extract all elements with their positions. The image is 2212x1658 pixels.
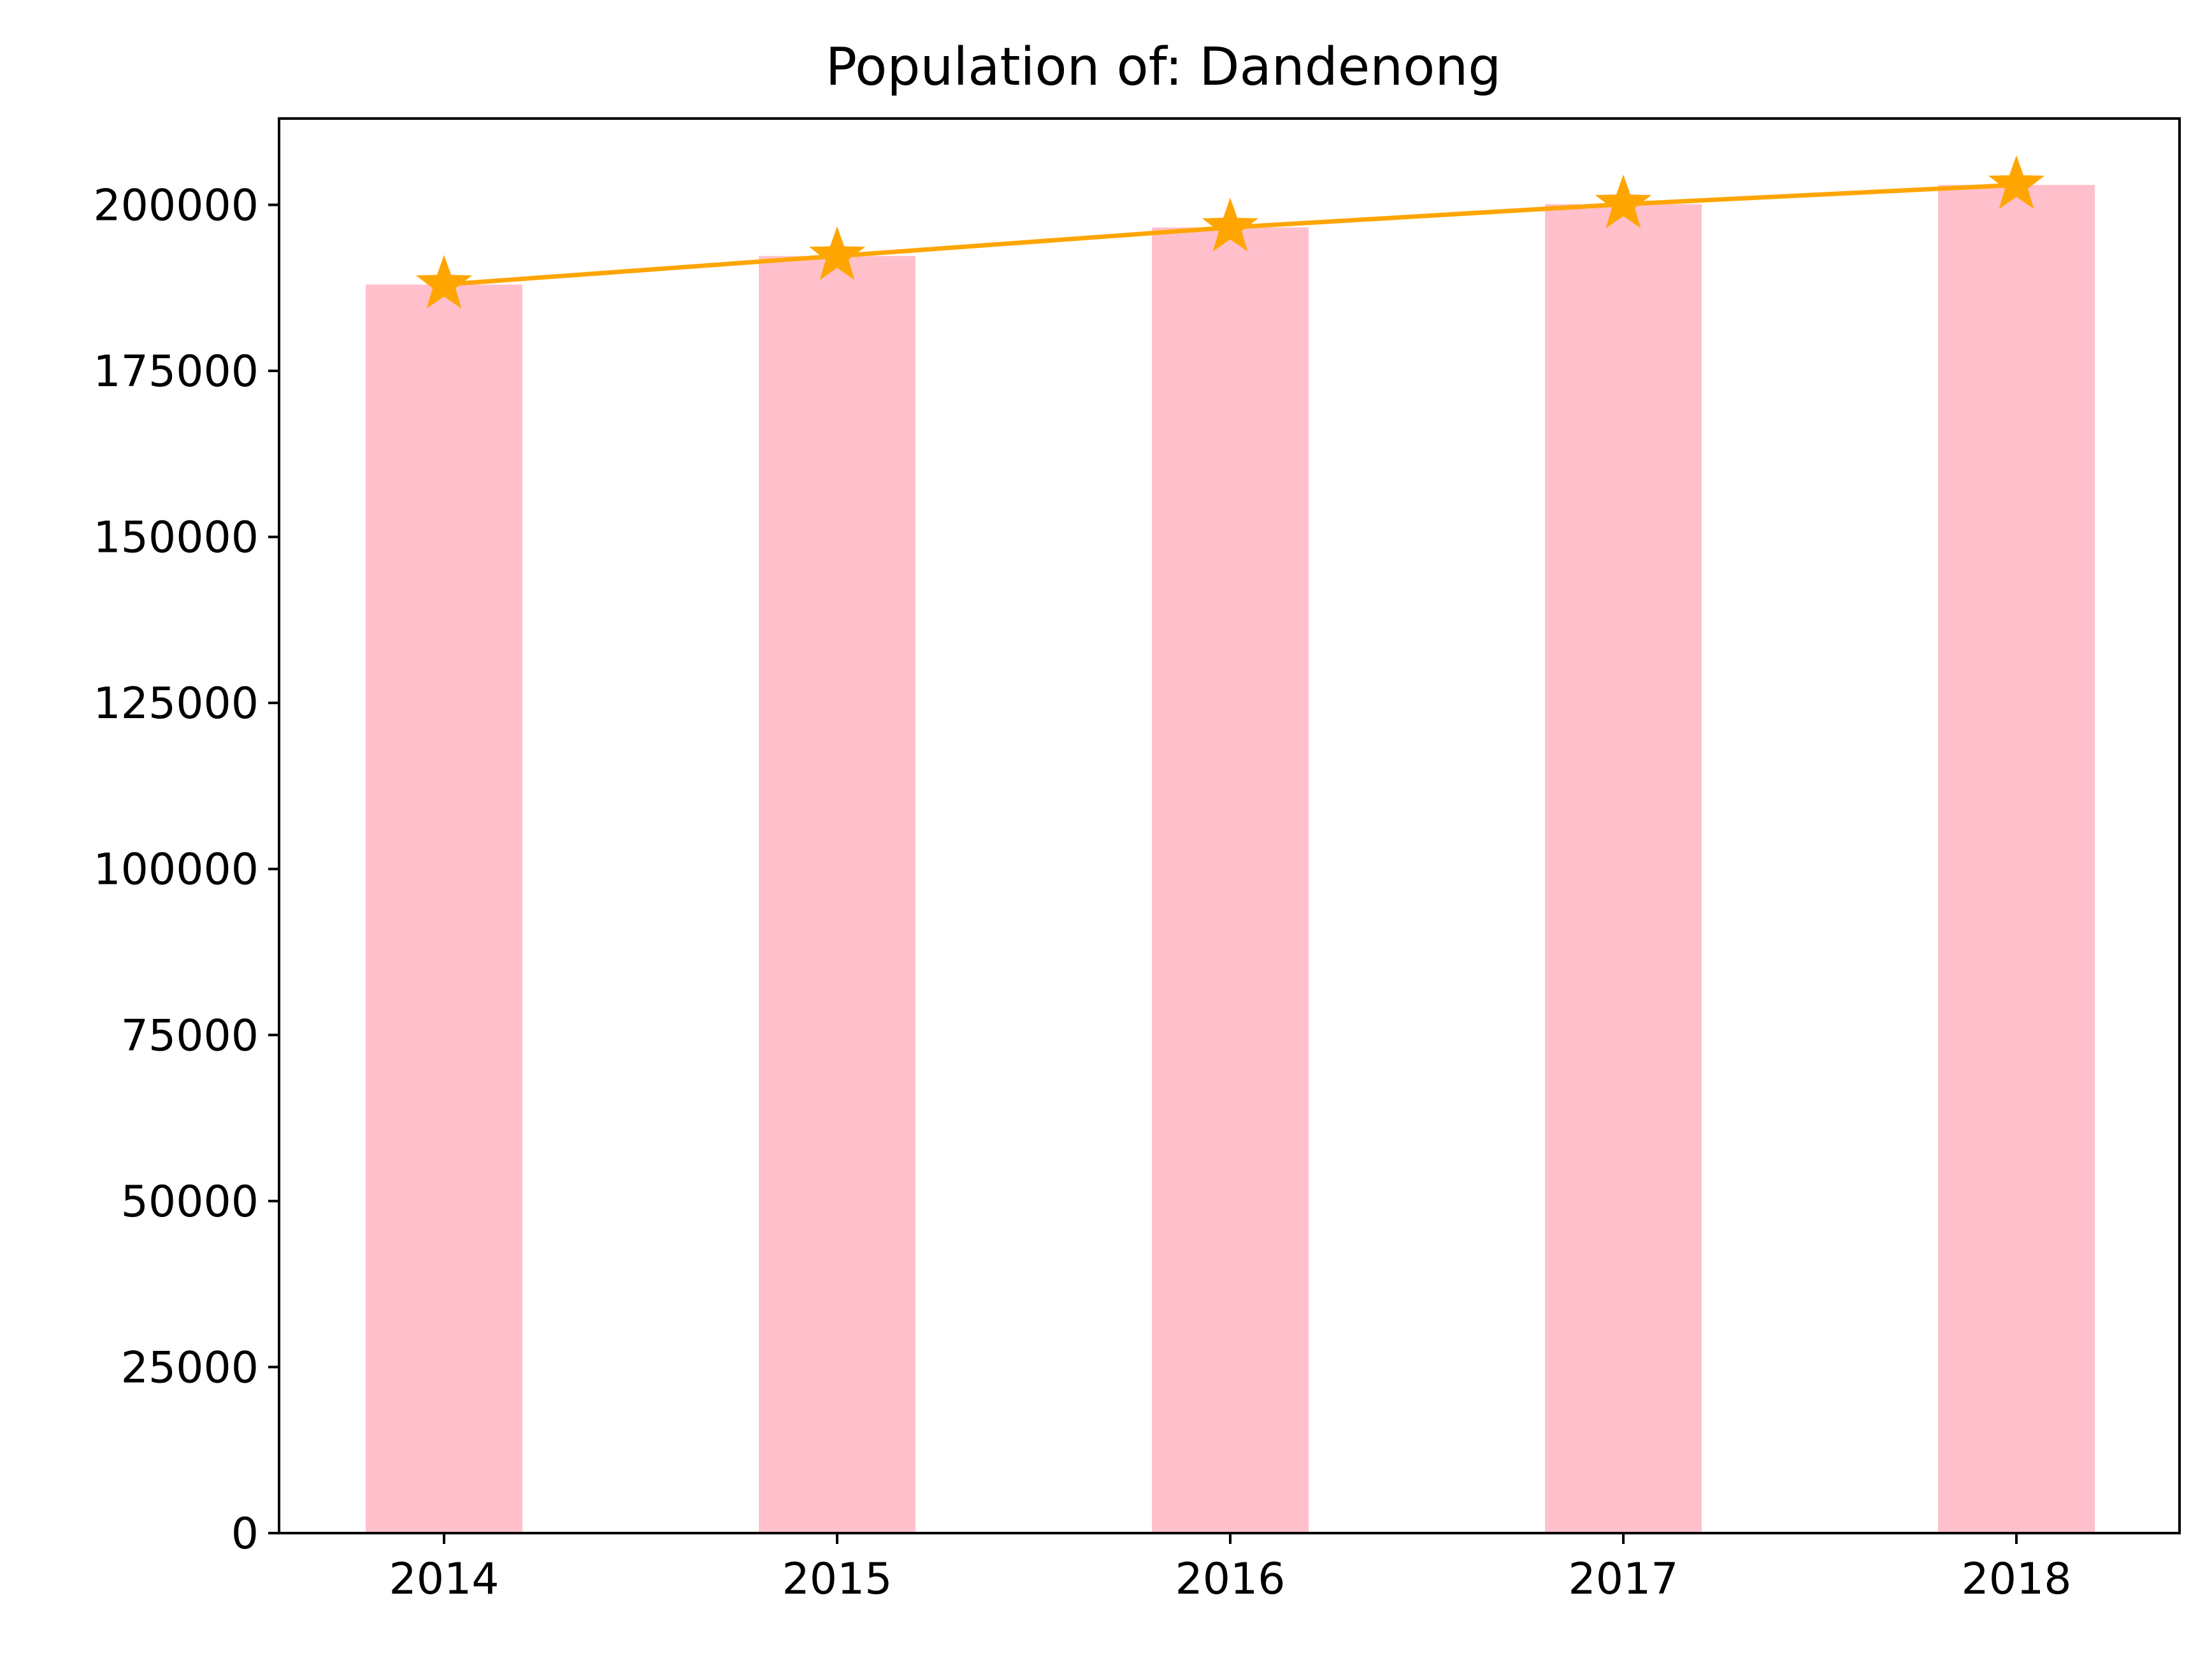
x-tick-label: 2018 — [1961, 1554, 2071, 1604]
y-tick-label: 150000 — [93, 513, 259, 563]
y-tick-label: 175000 — [93, 347, 259, 397]
y-tick-label: 125000 — [93, 679, 259, 729]
y-tick-label: 50000 — [121, 1177, 259, 1227]
x-tick-label: 2015 — [782, 1554, 892, 1604]
y-tick-label: 200000 — [93, 180, 259, 231]
x-tick-label: 2017 — [1568, 1554, 1678, 1604]
chart-title: Population of: Dandenong — [826, 37, 1502, 97]
bars-layer — [366, 185, 2095, 1534]
axes-layer: 0 25000 50000 75000 100000 125000 150000 175000… — [93, 117, 2181, 1604]
x-tick-label: 2016 — [1175, 1554, 1285, 1604]
y-tick-label: 100000 — [93, 845, 259, 895]
y-tick-label: 75000 — [121, 1011, 259, 1061]
line-layer — [415, 155, 2045, 309]
marker-star-2015 — [808, 226, 866, 280]
x-tick-label: 2014 — [389, 1554, 499, 1604]
marker-star-2016 — [1202, 198, 1259, 252]
marker-star-2018 — [1988, 155, 2045, 209]
bar-2017 — [1545, 204, 1702, 1534]
bar-2014 — [366, 284, 522, 1534]
y-tick-label: 25000 — [121, 1343, 259, 1393]
bar-2018 — [1938, 185, 2095, 1533]
y-tick-label: 0 — [231, 1509, 259, 1559]
bar-2015 — [759, 256, 916, 1534]
marker-star-2014 — [415, 255, 473, 309]
marker-star-2017 — [1595, 175, 1652, 229]
bar-2016 — [1152, 227, 1309, 1533]
